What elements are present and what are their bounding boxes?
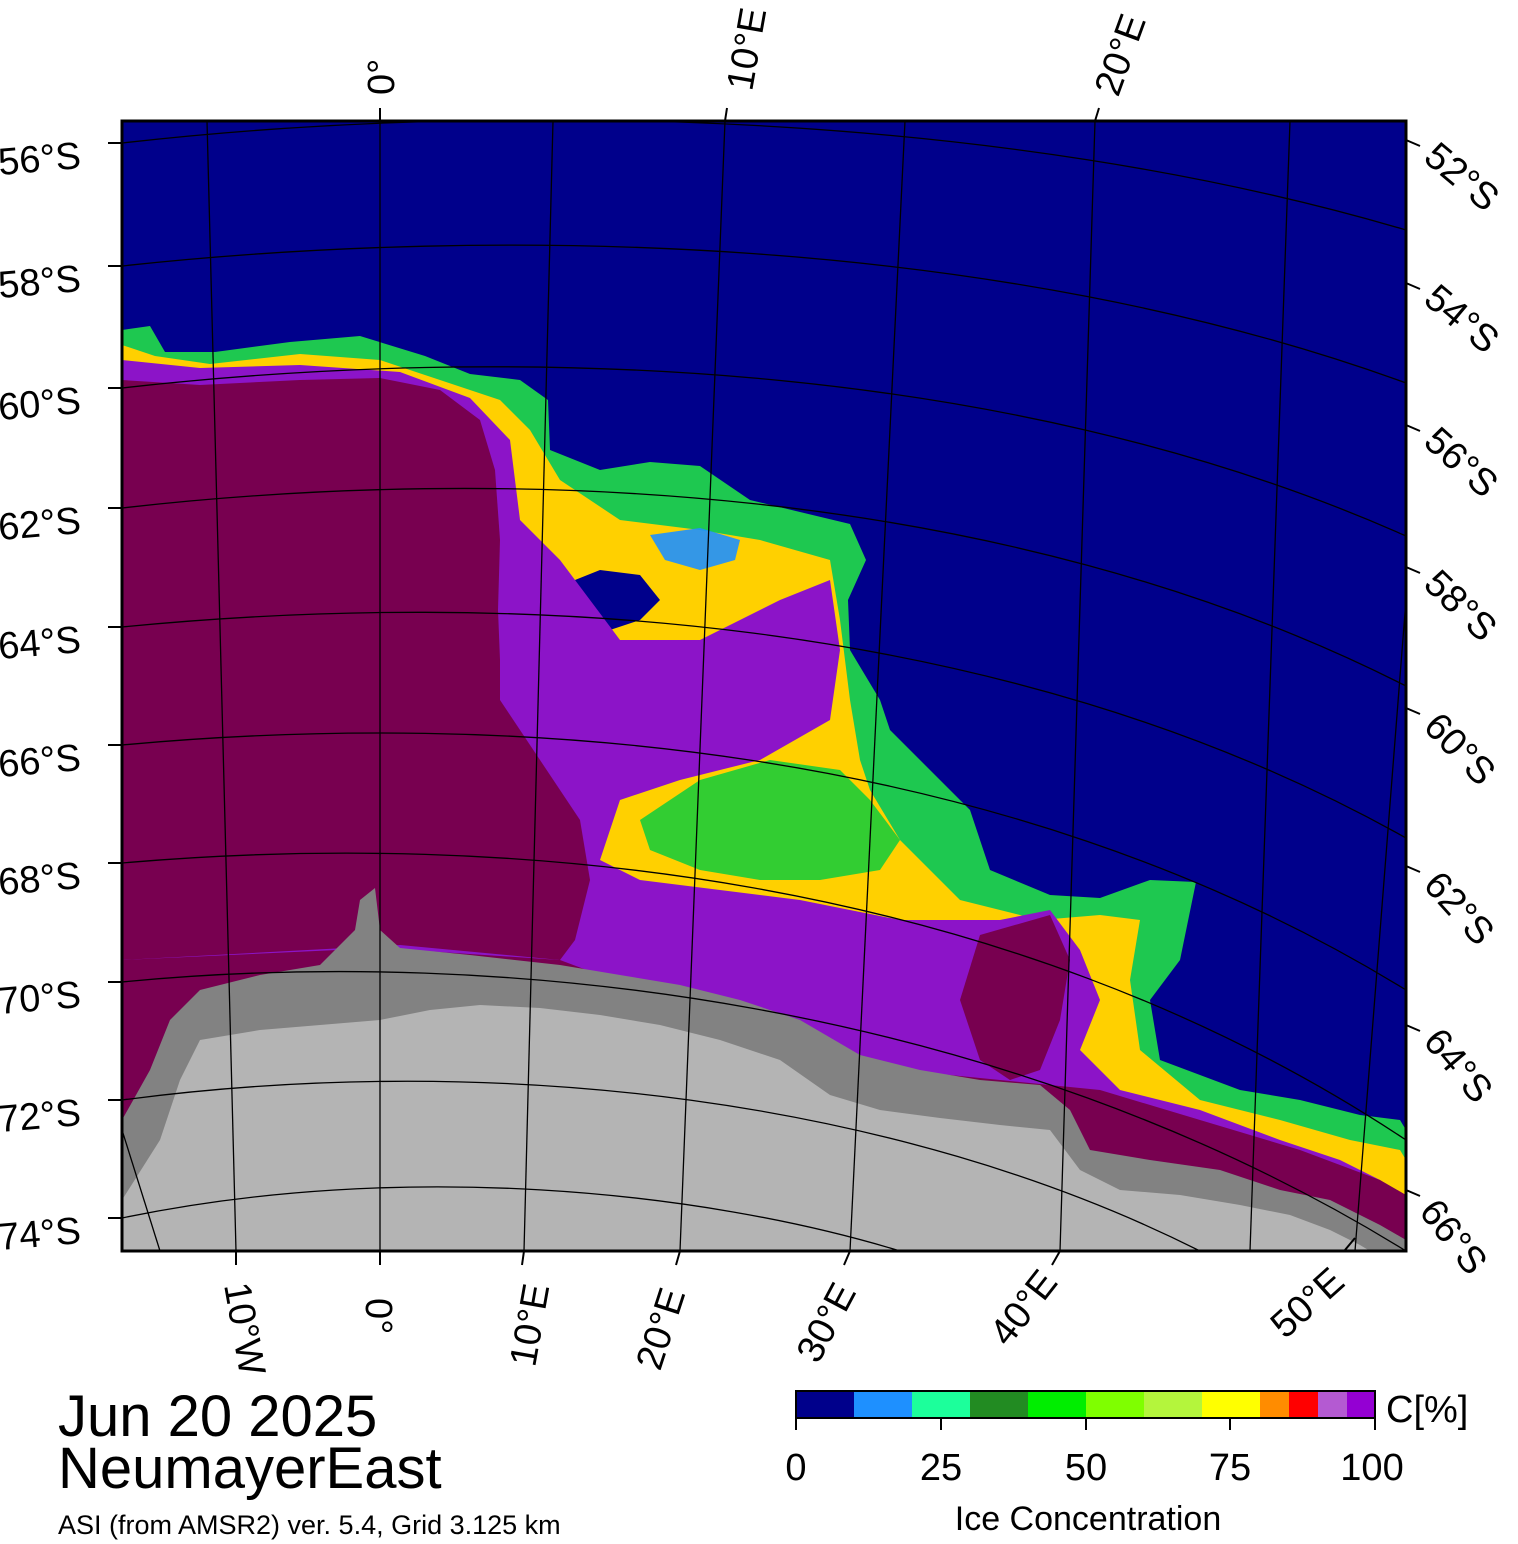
latitude-graticule <box>122 121 1406 1251</box>
colorbar-cell <box>854 1391 912 1418</box>
ice-100-east <box>960 915 1070 1080</box>
right-lat-label: 56°S <box>1416 419 1506 506</box>
product-info: ASI (from AMSR2) ver. 5.4, Grid 3.125 km <box>58 1510 561 1540</box>
colorbar-cell <box>1260 1391 1289 1418</box>
colorbar-cell <box>1028 1391 1086 1418</box>
left-lat-label: 64°S <box>0 619 83 668</box>
ice-100 <box>122 378 590 960</box>
bottom-lon-label: 30°E <box>789 1276 865 1369</box>
top-lon-label: 10°E <box>720 5 776 94</box>
colorbar-cell <box>970 1391 1028 1418</box>
left-lat-label: 70°S <box>0 974 83 1023</box>
colorbar-cell <box>1086 1391 1144 1418</box>
left-lat-label: 72°S <box>0 1092 83 1141</box>
right-lat-label: 60°S <box>1416 705 1504 794</box>
right-lat-label: 64°S <box>1415 1021 1500 1111</box>
right-lat-label: 66°S <box>1411 1192 1495 1283</box>
colorbar-cells <box>796 1391 1376 1418</box>
right-lat-label: 54°S <box>1416 277 1506 362</box>
bottom-lon-label: 0° <box>357 1298 399 1334</box>
left-lat-label: 74°S <box>0 1210 83 1259</box>
left-lat-label: 68°S <box>0 855 83 904</box>
map-frame <box>120 119 1408 1253</box>
left-lat-label: 56°S <box>0 135 83 184</box>
left-latitude-labels: 56°S 58°S 60°S 62°S 64°S 66°S 68°S 70°S … <box>0 135 83 1259</box>
polynya-north-edge <box>650 528 740 570</box>
frame-ticks <box>108 107 1421 1266</box>
right-latitude-labels: 52°S 54°S 56°S 58°S 60°S 62°S 64°S 66°S <box>1411 135 1507 1283</box>
right-lat-label: 52°S <box>1416 135 1506 220</box>
left-lat-label: 58°S <box>0 258 83 307</box>
left-lat-label: 66°S <box>0 737 83 786</box>
colorbar-ticks <box>795 1418 1376 1430</box>
map-field <box>122 121 1406 1251</box>
map-date: Jun 20 2025 <box>58 1384 378 1449</box>
bottom-lon-label: 20°E <box>629 1283 695 1375</box>
colorbar-cell <box>1347 1391 1376 1418</box>
colorbar-tick-label: 75 <box>1209 1447 1251 1489</box>
colorbar-cell <box>1318 1391 1347 1418</box>
bottom-lon-label: 50°E <box>1263 1260 1353 1347</box>
top-lon-label: 0° <box>361 59 403 95</box>
right-lat-label: 58°S <box>1416 562 1505 650</box>
bottom-longitude-labels: 10°W 0° 10°E 20°E 30°E 40°E 50°E <box>215 1260 1352 1379</box>
colorbar-cell <box>1202 1391 1260 1418</box>
bottom-lon-label: 40°E <box>982 1262 1066 1353</box>
colorbar-tick-label: 50 <box>1065 1447 1107 1489</box>
colorbar-cell <box>1144 1391 1202 1418</box>
colorbar-unit-label: C[%] <box>1386 1389 1468 1431</box>
left-lat-label: 60°S <box>0 380 83 429</box>
colorbar-cell <box>1289 1391 1318 1418</box>
colorbar-title: Ice Concentration <box>955 1500 1222 1538</box>
colorbar-cell <box>796 1391 854 1418</box>
longitude-graticule <box>122 121 1406 1251</box>
bottom-lon-label: 10°W <box>215 1279 273 1378</box>
top-lon-label: 20°E <box>1087 9 1155 101</box>
colorbar-tick-label: 25 <box>920 1447 962 1489</box>
colorbar-tick-label: 100 <box>1340 1447 1403 1489</box>
right-lat-label: 62°S <box>1415 864 1502 954</box>
green-tongue <box>640 760 900 880</box>
map-region: NeumayerEast <box>58 1436 442 1501</box>
top-longitude-labels: 0° 10°E 20°E <box>361 5 1155 101</box>
left-lat-label: 62°S <box>0 500 83 549</box>
bottom-lon-label: 10°E <box>503 1281 559 1370</box>
colorbar-cell <box>912 1391 970 1418</box>
colorbar-tick-label: 0 <box>785 1447 806 1489</box>
colorbar: 0 25 50 75 100 C[%] Ice Concentration <box>785 1389 1468 1538</box>
